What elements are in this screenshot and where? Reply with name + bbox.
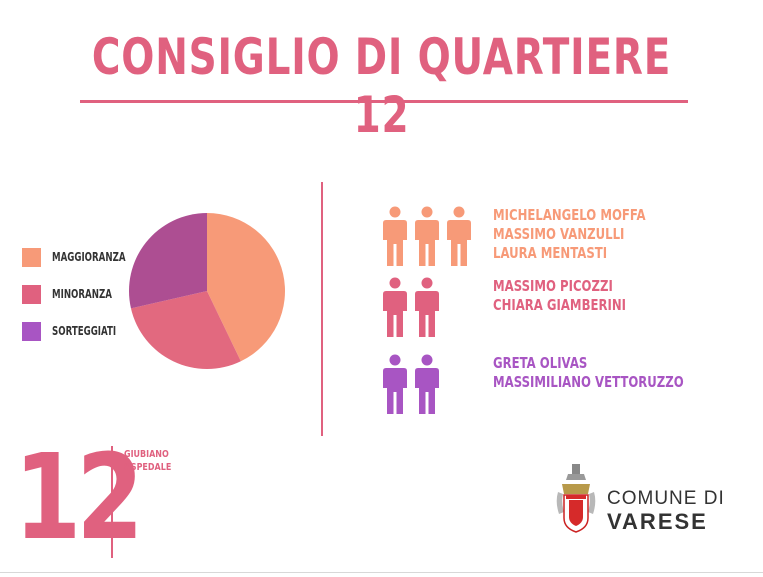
member-name: MASSIMO PICOZZI (493, 277, 613, 295)
person-icon (383, 206, 407, 266)
names-minoranza: MASSIMO PICOZZI CHIARA GIAMBERINI (493, 277, 664, 315)
legend-item-sorteggiati: SORTEGGIATI (22, 320, 141, 342)
person-icon (415, 354, 439, 414)
member-name: CHIARA GIAMBERINI (493, 296, 627, 314)
names-maggioranza: MICHELANGELO MOFFA MASSIMO VANZULLI LAUR… (493, 206, 689, 263)
legend-item-maggioranza: MAGGIORANZA (22, 246, 154, 268)
comune-logo-text: COMUNE DI VARESE (607, 488, 725, 535)
legend-swatch-sorteggiati (22, 321, 41, 341)
quartiere-number: 12 (14, 428, 144, 566)
person-icon (415, 206, 439, 266)
person-icon (415, 277, 439, 337)
member-name: MICHELANGELO MOFFA (493, 206, 646, 224)
quartiere-name: GIUBIANO OSPEDALE (124, 448, 183, 474)
legend-label-sorteggiati: SORTEGGIATI (52, 324, 117, 338)
logo-line2: VARESE (607, 509, 708, 534)
person-icon (383, 277, 407, 337)
people-icons-minoranza (383, 277, 439, 337)
member-name: MASSIMILIANO VETTORUZZO (493, 373, 684, 391)
bottom-divider (0, 572, 763, 573)
legend-swatch-maggioranza (22, 247, 41, 267)
people-icons-sorteggiati (383, 354, 439, 414)
member-name: LAURA MENTASTI (493, 244, 608, 262)
title-underline (80, 100, 688, 103)
legend-label-maggioranza: MAGGIORANZA (52, 250, 126, 264)
vertical-divider (321, 182, 323, 436)
person-icon (383, 354, 407, 414)
quartiere-divider (111, 446, 113, 558)
people-icons-maggioranza (383, 206, 471, 266)
logo-line1: COMUNE DI (607, 488, 725, 509)
member-name: GRETA OLIVAS (493, 354, 588, 372)
coat-of-arms-icon (556, 464, 596, 533)
legend-item-minoranza: MINORANZA (22, 283, 135, 305)
pie-slice-minoranza (130, 291, 241, 370)
pie-slice-maggioranza (207, 213, 286, 362)
names-sorteggiati: GRETA OLIVAS MASSIMILIANO VETTORUZZO (493, 354, 737, 392)
person-icon (447, 206, 471, 266)
legend-swatch-minoranza (22, 284, 41, 304)
quartiere-name-line1: GIUBIANO (124, 449, 169, 460)
member-name: MASSIMO VANZULLI (493, 225, 625, 243)
quartiere-name-line2: OSPEDALE (124, 462, 172, 473)
legend-label-minoranza: MINORANZA (52, 287, 112, 301)
page-title: CONSIGLIO DI QUARTIERE 12 (91, 28, 672, 144)
